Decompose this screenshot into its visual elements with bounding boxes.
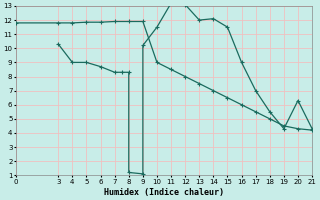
X-axis label: Humidex (Indice chaleur): Humidex (Indice chaleur) — [104, 188, 224, 197]
